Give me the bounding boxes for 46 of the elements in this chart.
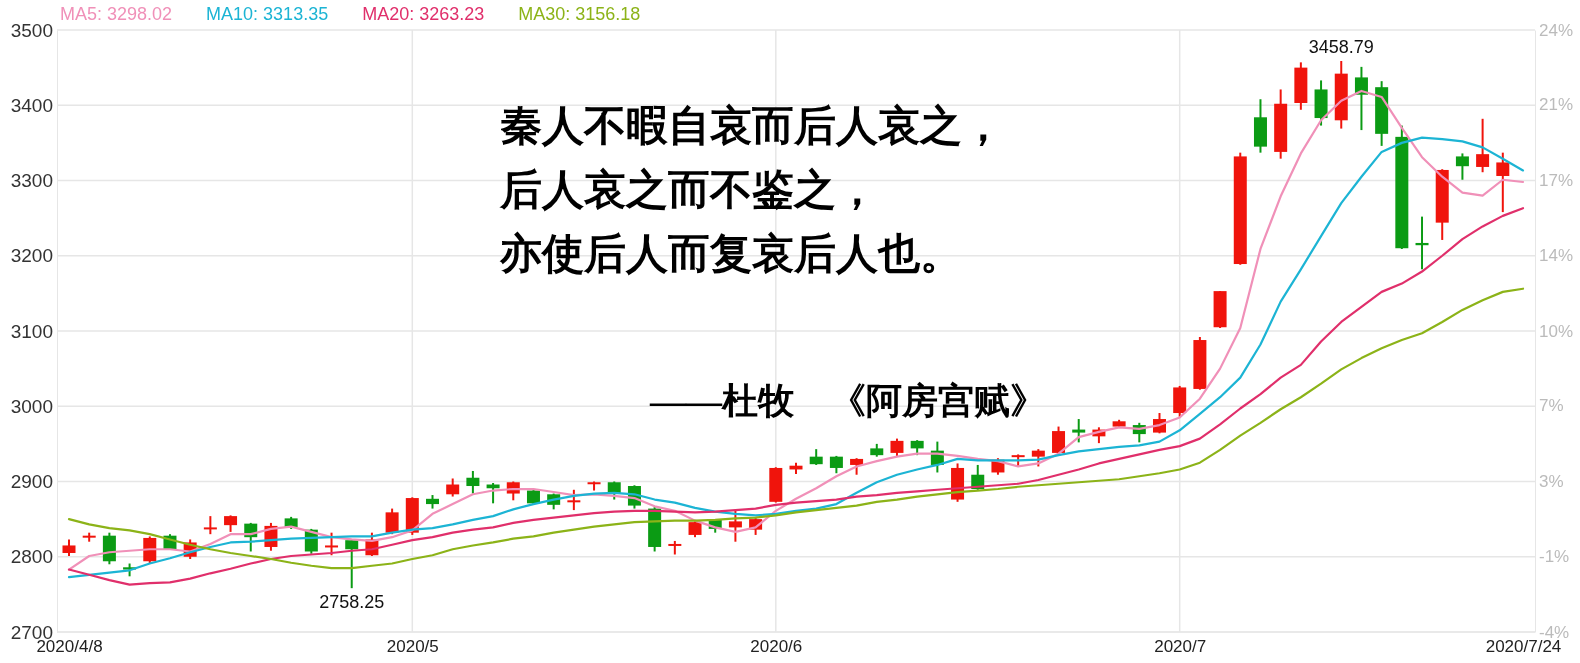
line-series	[67, 287, 1525, 570]
candlestick	[1496, 151, 1510, 214]
y-tick-label: 3500	[10, 19, 53, 41]
candlestick	[1354, 65, 1368, 132]
y2-tick-label: 21%	[1539, 95, 1574, 115]
y2-tick-label: -1%	[1539, 546, 1570, 566]
y2-tick-label: 24%	[1539, 20, 1574, 40]
y-tick-label: 3000	[10, 395, 53, 417]
annotation: 3458.79	[1308, 37, 1374, 58]
candlestick	[1476, 117, 1490, 174]
y-tick-label: 2900	[10, 471, 53, 493]
text: MA5: 3298.02	[60, 4, 173, 24]
y-tick-label: 3300	[10, 170, 53, 192]
y2-tick-label: 7%	[1539, 396, 1564, 416]
x-tick-label: 2020/5	[386, 637, 439, 657]
candlestick	[325, 531, 339, 557]
candlestick	[890, 437, 904, 458]
candlestick	[1072, 418, 1086, 444]
text: MA30: 3156.18	[518, 4, 641, 24]
y2-tick-label: 14%	[1539, 245, 1574, 265]
y2-tick-label: 17%	[1539, 171, 1574, 191]
text: MA10: 3313.35	[206, 4, 329, 24]
y-tick-label: 3200	[10, 245, 53, 267]
x-tick-label: 2020/7/24	[1485, 637, 1562, 657]
candlestick	[345, 538, 359, 590]
annotation: 2758.25	[319, 592, 385, 613]
x-tick-label: 2020/7	[1154, 637, 1207, 657]
candlestick	[446, 477, 460, 498]
y-tick-label: 3100	[10, 320, 53, 342]
y2-tick-label: 10%	[1539, 321, 1574, 341]
candlestick	[1052, 425, 1066, 455]
y2-tick-label: 3%	[1539, 472, 1564, 492]
candlestick	[728, 509, 742, 543]
x-tick-label: 2020/6	[750, 637, 803, 657]
text: MA20: 3263.23	[362, 4, 485, 24]
annotation: ——杜牧 《阿房宫赋》	[649, 381, 1046, 421]
y-tick-label: 3400	[10, 94, 53, 116]
candlestick	[466, 469, 480, 495]
annotation: 秦人不暇自哀而后人哀之，	[500, 103, 1004, 149]
candlestick	[203, 515, 217, 536]
candlestick	[1415, 215, 1429, 271]
annotation: 后人哀之而不鉴之，	[499, 167, 878, 213]
annotation: 亦使后人而复哀后人也。	[499, 231, 962, 277]
y-tick-label: 2800	[10, 546, 53, 568]
candlestick	[1455, 152, 1469, 181]
candlestick	[567, 488, 581, 512]
